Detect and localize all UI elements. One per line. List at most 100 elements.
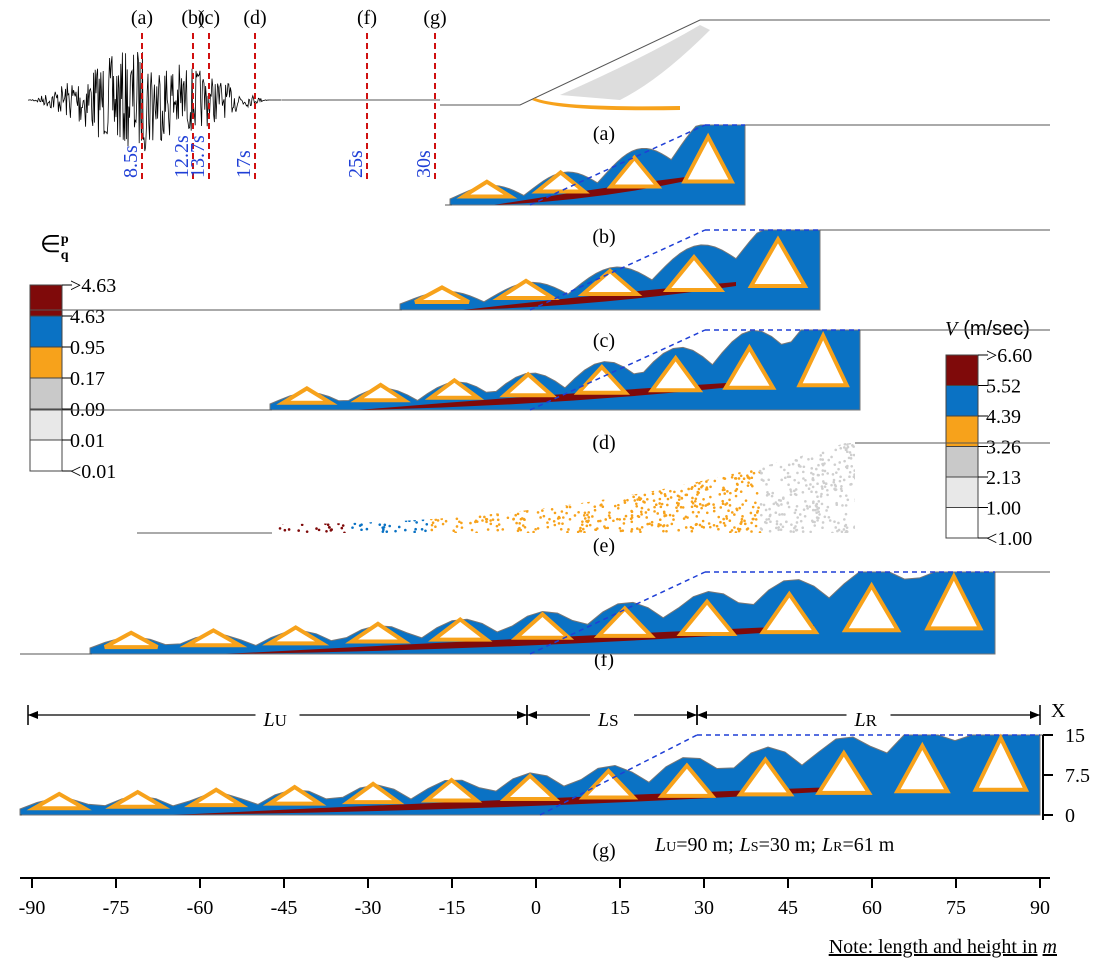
speckle xyxy=(333,494,337,498)
speckle xyxy=(480,468,484,472)
speckle xyxy=(617,454,621,457)
speckle xyxy=(528,466,532,469)
speckle xyxy=(317,493,320,497)
seismogram xyxy=(27,52,282,152)
speckle xyxy=(640,525,644,529)
speckle xyxy=(618,468,622,472)
speckle xyxy=(723,524,727,527)
speckle xyxy=(297,529,300,532)
speckle xyxy=(570,445,573,448)
speckle xyxy=(787,463,791,467)
speckle xyxy=(288,521,292,524)
speckle xyxy=(271,491,274,494)
speckle xyxy=(561,451,564,455)
speckle xyxy=(814,490,818,494)
speckle xyxy=(418,489,421,493)
note: Note: length and height in m xyxy=(829,936,1057,958)
speckle xyxy=(760,528,764,531)
speckle xyxy=(332,515,336,519)
speckle xyxy=(455,517,459,521)
speckle xyxy=(833,483,837,487)
speckle xyxy=(531,485,535,489)
rest: =30 m; xyxy=(759,834,816,856)
speckle xyxy=(324,507,328,511)
speckle xyxy=(810,467,814,470)
speckle xyxy=(452,469,455,473)
speckle xyxy=(344,504,348,508)
speckle xyxy=(823,469,827,473)
speckle xyxy=(705,480,708,483)
speckle xyxy=(510,501,514,505)
speckle xyxy=(447,506,451,510)
marker-label: (d) xyxy=(243,7,266,29)
speckle xyxy=(804,478,807,482)
speckle xyxy=(758,469,762,473)
speckle xyxy=(813,508,817,512)
speckle xyxy=(397,525,401,529)
speckle xyxy=(686,462,689,465)
speckle xyxy=(532,448,536,451)
speckle xyxy=(344,448,348,451)
speckle xyxy=(817,463,820,467)
speckle xyxy=(330,502,333,506)
speckle xyxy=(846,498,850,502)
speckle xyxy=(475,531,478,533)
speckle xyxy=(608,486,612,490)
speckle xyxy=(846,464,849,468)
legend-swatch xyxy=(945,354,979,386)
speckle xyxy=(437,493,441,496)
speckle xyxy=(702,476,706,480)
speckle xyxy=(418,454,422,457)
speckle xyxy=(276,469,280,472)
speckle xyxy=(730,475,734,479)
speckle xyxy=(644,511,648,514)
speckle xyxy=(557,522,561,525)
speckle xyxy=(437,447,441,450)
speckle xyxy=(669,496,673,499)
speckle xyxy=(522,450,526,453)
speckle xyxy=(802,477,805,480)
speckle xyxy=(464,459,468,463)
speckle xyxy=(489,522,493,526)
speckle xyxy=(826,493,829,497)
block xyxy=(681,132,736,184)
speckle xyxy=(840,530,844,533)
speckle xyxy=(721,502,725,505)
speckle xyxy=(430,456,434,460)
speckle xyxy=(460,526,464,529)
speckle xyxy=(423,503,427,507)
speckle xyxy=(777,498,781,502)
speckle xyxy=(567,453,571,456)
speckle xyxy=(521,491,524,495)
speckle xyxy=(643,480,647,483)
speckle xyxy=(518,445,522,449)
speckle xyxy=(797,481,800,485)
speckle xyxy=(572,496,575,500)
speckle xyxy=(343,492,347,496)
speckle xyxy=(328,449,332,453)
panel-label: (g) xyxy=(592,840,615,862)
speckle xyxy=(393,465,396,469)
rest: =90 m; xyxy=(676,834,733,856)
speckle xyxy=(580,493,584,497)
speckle xyxy=(455,460,459,464)
speckle xyxy=(357,486,361,490)
speckle xyxy=(789,530,793,533)
speckle xyxy=(512,489,515,493)
speckle xyxy=(513,452,517,455)
speckle xyxy=(498,443,502,446)
speckle xyxy=(356,480,360,484)
speckle xyxy=(338,445,341,449)
speckle xyxy=(458,462,461,465)
speckle xyxy=(835,503,839,507)
speckle xyxy=(395,475,399,479)
speckle xyxy=(424,505,427,508)
height-axis-label: X xyxy=(1051,700,1066,722)
sub: q xyxy=(61,248,69,263)
speckle xyxy=(341,446,344,450)
speckle xyxy=(743,522,747,526)
speckle xyxy=(751,517,755,521)
speckle xyxy=(765,448,768,452)
speckle xyxy=(374,479,377,483)
speckle xyxy=(622,522,626,525)
